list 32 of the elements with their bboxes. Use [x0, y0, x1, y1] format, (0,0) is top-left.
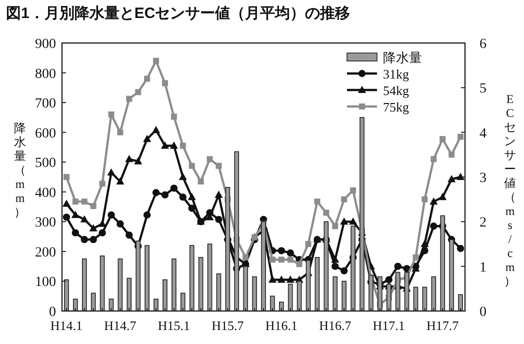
x-tick-label: H16.1	[265, 318, 298, 333]
y-tick-label: 400	[35, 186, 56, 201]
x-tick-label: H17.1	[372, 318, 405, 333]
legend-label: 54kg	[383, 83, 410, 98]
y-tick-label: 800	[35, 66, 56, 82]
y-tick-label: 500	[35, 156, 56, 172]
y2-tick-label: 5	[480, 82, 486, 97]
y-tick-label: 200	[35, 245, 56, 260]
x-tick-label: H16.7	[319, 318, 352, 333]
x-tick-label: H15.1	[158, 318, 190, 333]
y2-tick-label: 0	[480, 305, 486, 320]
y-tick-label: 0	[49, 305, 56, 320]
y2-tick-label: 2	[480, 216, 486, 231]
x-tick-label: H14.1	[50, 318, 83, 333]
x-tick-label: H17.7	[426, 318, 460, 333]
x-tick-label: H15.7	[212, 318, 244, 333]
y-tick-label: 900	[35, 37, 56, 52]
legend-label: 降水量	[383, 50, 422, 65]
y-axis-title: 降水量（mm）	[14, 121, 26, 219]
y-tick-label: 300	[35, 216, 56, 231]
y2-tick-label: 4	[480, 126, 486, 142]
y2-tick-label: 3	[480, 171, 486, 186]
legend-label: 75kg	[383, 100, 410, 114]
y-tick-label: 100	[35, 275, 56, 290]
chart-title: 図1．月別降水量とECセンサー値（月平均）の推移	[6, 5, 350, 22]
y2-tick-label: 6	[480, 37, 486, 52]
text: ECセンサー値（ms/cm）	[504, 92, 516, 288]
y-tick-label: 600	[35, 126, 56, 142]
y2-tick-label: 1	[480, 260, 486, 276]
y-tick-label: 700	[35, 96, 56, 112]
x-tick-label: H14.7	[104, 318, 137, 333]
legend-label: 31kg	[383, 66, 410, 82]
